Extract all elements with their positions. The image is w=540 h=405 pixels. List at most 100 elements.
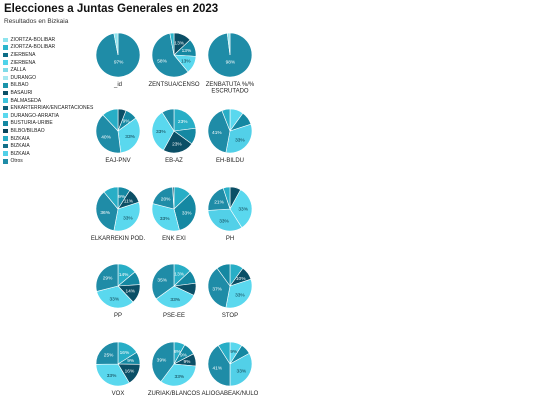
pie-chart: 98% ZENBATUTA %/% ESCRUTADO: [206, 32, 255, 95]
legend-item[interactable]: BUSTURIA-URIBE: [3, 120, 97, 128]
slice-label: 41%: [212, 130, 222, 136]
slice-label: 97%: [114, 59, 124, 65]
pie-slice[interactable]: [117, 117, 141, 154]
legend-label: BASAURI: [10, 89, 33, 96]
pie-slice[interactable]: [151, 263, 175, 300]
slice-label: 9%: [118, 194, 126, 200]
pie-slice[interactable]: [161, 108, 175, 133]
pie-slice[interactable]: [226, 32, 231, 56]
legend-swatch: [3, 113, 8, 118]
slice-label: 33%: [235, 292, 245, 298]
pie-slice[interactable]: [229, 189, 253, 228]
legend-item[interactable]: BIZKAIA: [3, 142, 97, 150]
slice-label: 21%: [214, 199, 224, 205]
pie-slice[interactable]: [169, 32, 175, 56]
pie-slice[interactable]: [95, 114, 122, 154]
pie-slice[interactable]: [207, 267, 231, 308]
pie-slice[interactable]: [103, 186, 119, 210]
slice-label: 9%: [127, 358, 135, 364]
legend-item[interactable]: BILBAO: [3, 82, 97, 90]
slice-label: 33%: [123, 215, 133, 221]
legend-item[interactable]: BALMASEDA: [3, 97, 97, 105]
legend-item[interactable]: DURANGO: [3, 74, 97, 82]
slice-label: 9%: [123, 118, 131, 124]
slice-label: 58%: [157, 58, 167, 64]
pie-slice[interactable]: [225, 123, 253, 154]
slice-label: 11%: [124, 199, 134, 205]
legend-label: ZIORTZA-BOLIBAR: [10, 36, 56, 43]
legend-item[interactable]: ZIORTZA-BOLIBAR: [3, 44, 97, 52]
pie-slice[interactable]: [160, 363, 197, 387]
pie-slice[interactable]: [207, 208, 243, 232]
pie-label: ZENTSUA/CENSO: [148, 82, 199, 88]
pie-chart: 33% 33% 21% PH: [207, 186, 253, 242]
pie-slice[interactable]: [95, 363, 130, 387]
chart-subtitle: Resultados en Bizkaia: [4, 18, 69, 25]
pie-slice[interactable]: [151, 33, 189, 78]
pie-label: STOP: [222, 313, 238, 319]
legend-item[interactable]: ENKARTERRIAK/ENCARTACIONES: [3, 104, 97, 112]
legend-label: ENKARTERRIAK/ENCARTACIONES: [10, 105, 94, 112]
legend-label: BILBO/BILBAO: [10, 127, 45, 134]
slice-label: 20%: [161, 197, 171, 203]
pie-slice[interactable]: [95, 341, 119, 365]
pie-label: EAJ-PNV: [105, 158, 130, 164]
pie-chart: 13%13%13%58%ZENTSUA/CENSO: [148, 32, 200, 88]
slice-label: 33%: [110, 296, 120, 302]
pie-label: PSE-EE: [163, 313, 185, 319]
slice-label: 36%: [100, 210, 110, 216]
legend-swatch: [3, 90, 8, 96]
legend-label: BIZKAIA: [10, 135, 30, 142]
legend-item[interactable]: BIZKAIA: [3, 135, 97, 143]
pie-slice[interactable]: [217, 341, 231, 366]
pie-slice[interactable]: [229, 352, 253, 387]
legend-item[interactable]: ZIERBENA: [3, 51, 97, 59]
pie-slice[interactable]: [173, 108, 197, 132]
legend-item[interactable]: BIZKAIA: [3, 150, 97, 158]
pie-slice[interactable]: [207, 110, 231, 153]
slice-label: 33%: [175, 374, 185, 380]
slice-label: 33%: [125, 134, 135, 140]
pie-slice[interactable]: [95, 191, 119, 231]
legend-item[interactable]: BILBO/BILBAO: [3, 127, 97, 135]
pie-slice[interactable]: [155, 285, 195, 309]
pie-slice[interactable]: [151, 112, 175, 151]
pie-slice[interactable]: [173, 193, 197, 231]
slice-label: 33%: [156, 129, 166, 135]
pie-label: ALIOGABEAK/NULO: [202, 391, 259, 397]
legend-item[interactable]: BASAURI: [3, 89, 97, 97]
pie-label: VOX: [112, 391, 125, 397]
pie-slice[interactable]: [216, 263, 231, 287]
slice-label: 23%: [178, 119, 188, 125]
legend-swatch: [3, 128, 8, 134]
pie-label: PP: [114, 313, 122, 319]
pie-slice[interactable]: [222, 186, 231, 210]
pie-slice[interactable]: [113, 32, 119, 56]
legend-item[interactable]: ZALLA: [3, 66, 97, 74]
slice-label: 13%: [174, 41, 184, 47]
pie-label: PH: [226, 236, 234, 242]
legend-swatch: [3, 52, 8, 58]
slice-label: 8%: [174, 349, 182, 355]
pie-slice[interactable]: [225, 278, 253, 309]
pie-slice[interactable]: [151, 341, 175, 383]
pie-label: ZENBATUTA %/% ESCRUTADO: [206, 82, 255, 95]
legend-label: DURANGO: [10, 74, 37, 81]
legend-label: DURANGO-ARRATIA: [10, 112, 60, 119]
pie-slice[interactable]: [162, 130, 193, 154]
legend-label: ZIORTZA-BOLIBAR: [10, 44, 56, 51]
legend-item[interactable]: Otros: [3, 158, 97, 166]
pie-chart: 14% 14% 33% 29% PP: [95, 263, 141, 319]
legend-item[interactable]: ZIERBENA: [3, 59, 97, 67]
pie-slice[interactable]: [95, 263, 119, 292]
pie-slice[interactable]: [151, 203, 180, 232]
pie-slice[interactable]: [221, 108, 231, 132]
pie-slice[interactable]: [102, 108, 119, 132]
pie-slice[interactable]: [172, 186, 175, 210]
pie-slice[interactable]: [96, 285, 134, 309]
legend-swatch: [3, 45, 8, 50]
pie-chart: 9% 33% 40% EAJ-PNV: [95, 108, 141, 164]
legend-item[interactable]: DURANGO-ARRATIA: [3, 112, 97, 120]
legend-item[interactable]: ZIORTZA-BOLIBAR: [3, 36, 97, 44]
pie-slice[interactable]: [113, 201, 141, 232]
